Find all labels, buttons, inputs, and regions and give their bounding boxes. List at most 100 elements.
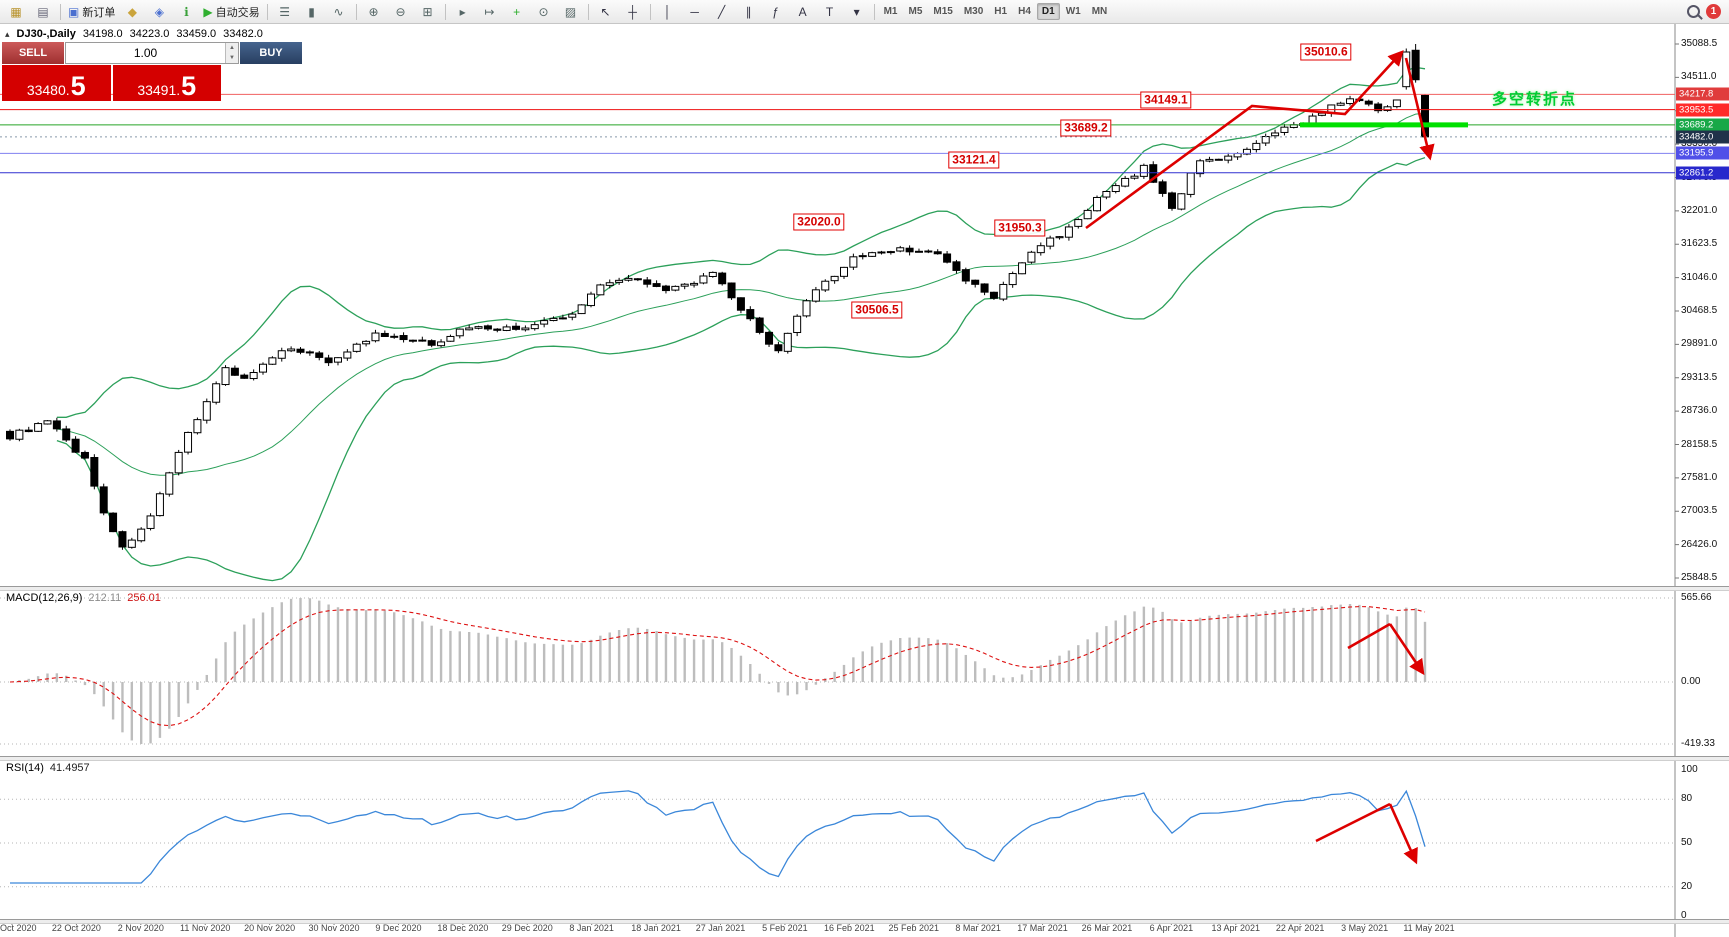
text-icon: A [798,4,807,19]
vertical-line-icon: │ [663,4,672,19]
macd-main-value: 212.11 [88,592,122,604]
main-toolbar: ▦ ▤ ▣ 新订单 ◆ ◈ ℹ ▶ 自动交易 ☰ ▮ ∿ ⊕ ⊖ ⊞ ▸ ↦ + ⊙ ▨ ↖ ┼ │ ─ ╱ ∥ ƒ A T ▾ M1 M5 M… [0,0,1729,24]
zoom-out-button[interactable]: ⊖ [388,1,414,23]
vertical-line-button[interactable]: │ [655,1,681,23]
rsi-panel-splitter[interactable] [0,756,1729,761]
fibonacci-button[interactable]: ƒ [763,1,789,23]
ask-price-display[interactable]: 33491. 5 [112,65,221,101]
one-click-trading-panel: SELL ▲ ▼ BUY 33480.5 33491.5 [2,42,302,101]
equidistant-channel-icon: ∥ [745,4,752,19]
volume-spinner: ▲ ▼ [225,43,238,63]
volume-input[interactable] [66,43,225,63]
turning-point-label[interactable]: 多空转折点 [1492,91,1578,108]
trade-panel-toggle-icon[interactable]: ▴ [5,28,10,39]
new-chart-button[interactable]: ▦ [3,1,29,23]
toolbar-separator [444,3,446,20]
templates-icon: ▨ [564,4,577,19]
templates-button[interactable]: ▨ [558,1,584,23]
chart-shift-button[interactable]: ↦ [477,1,503,23]
timeframe-m5-button[interactable]: M5 [908,6,923,17]
horizontal-level-lines[interactable] [0,93,1675,174]
indicators-button[interactable]: + [504,1,530,23]
macd-signal-value: 256.01 [127,592,161,604]
ask-price-main: 33491. [137,81,181,98]
timeframe-h1-button[interactable]: H1 [994,6,1008,17]
crosshair-button[interactable]: ┼ [620,1,646,23]
sell-button[interactable]: SELL [2,42,64,64]
candlestick-series [6,44,1429,550]
ohlc-low: 33459.0 [176,28,217,40]
macd-indicator-label: MACD(12,26,9) 212.11 256.01 [6,592,161,604]
equidistant-channel-button[interactable]: ∥ [736,1,762,23]
tile-windows-icon: ⊞ [422,4,433,19]
bollinger-bands [56,66,1426,582]
timeframe-h4-button[interactable]: H4 [1018,6,1031,17]
chart-shift-icon: ↦ [484,4,495,19]
macd-panel-splitter[interactable] [0,586,1729,591]
date-axis[interactable] [0,921,1729,937]
tile-windows-button[interactable]: ⊞ [415,1,441,23]
help-icon: ℹ [184,4,189,19]
notification-badge[interactable]: 1 [1706,4,1721,19]
price-callout-label[interactable]: 34149.1 [1140,91,1192,109]
arrows-menu-button[interactable]: ▾ [844,1,870,23]
new-order-button[interactable]: ▣ 新订单 [65,1,118,23]
price-callout-label[interactable]: 32020.0 [793,213,845,231]
trendline-icon: ╱ [717,4,726,19]
bar-chart-icon: ☰ [279,4,290,19]
rsi-trend-arrows[interactable] [1315,802,1418,865]
arrows-menu-icon: ▾ [853,4,860,19]
fibonacci-icon: ƒ [772,4,779,19]
auto-scroll-button[interactable]: ▸ [450,1,476,23]
auto-scroll-icon: ▸ [459,4,466,19]
toolbar-separator [587,3,589,20]
text-label-icon: T [825,4,834,19]
volume-decrease-button[interactable]: ▼ [226,53,238,63]
zoom-in-button[interactable]: ⊕ [361,1,387,23]
help-button[interactable]: ℹ [173,1,199,23]
volume-increase-button[interactable]: ▲ [226,43,238,53]
timeframe-m15-button[interactable]: M15 [933,6,953,17]
toolbar-separator [266,3,268,20]
price-axis[interactable] [1675,24,1729,919]
periods-button[interactable]: ⊙ [531,1,557,23]
toolbar-separator [60,3,61,20]
zoom-out-icon: ⊖ [395,4,406,19]
rsi-line [10,789,1426,884]
macd-histogram [18,598,1427,744]
chart-header: ▴ DJ30-,Daily 34198.0 34223.0 33459.0 33… [5,28,263,40]
timeframe-m30-button[interactable]: M30 [963,6,984,17]
price-callout-label[interactable]: 33689.2 [1060,119,1112,137]
candlestick-chart-button[interactable]: ▮ [299,1,325,23]
price-callout-label[interactable]: 33121.4 [948,151,1000,169]
price-callout-label[interactable]: 30506.5 [851,301,903,319]
price-trend-arrows[interactable] [1085,50,1435,230]
price-callout-label[interactable]: 31950.3 [994,219,1046,237]
cursor-button[interactable]: ↖ [593,1,619,23]
date-axis-splitter [0,919,1729,924]
buy-button[interactable]: BUY [240,42,302,64]
chart-profiles-button[interactable]: ▤ [30,1,56,23]
timeframe-d1-button[interactable]: D1 [1036,3,1060,20]
data-window-button[interactable]: ◈ [146,1,172,23]
search-icon[interactable] [1687,5,1700,18]
text-button[interactable]: A [790,1,816,23]
horizontal-line-button[interactable]: ─ [682,1,708,23]
ohlc-close: 33482.0 [223,28,263,40]
line-chart-button[interactable]: ∿ [326,1,352,23]
trendline-button[interactable]: ╱ [709,1,735,23]
timeframe-w1-button[interactable]: W1 [1065,6,1081,17]
timeframe-mn-button[interactable]: MN [1091,6,1108,17]
text-label-button[interactable]: T [817,1,843,23]
price-callout-label[interactable]: 35010.6 [1300,43,1352,61]
macd-trend-arrows[interactable] [1347,622,1425,676]
rsi-name: RSI(14) [6,762,44,774]
bid-price-display[interactable]: 33480. 5 [2,65,111,101]
timeframe-m1-button[interactable]: M1 [883,6,898,17]
bar-chart-button[interactable]: ☰ [272,1,298,23]
market-watch-button[interactable]: ◆ [119,1,145,23]
cursor-icon: ↖ [600,4,611,19]
toolbar-separator [649,3,651,20]
autotrading-button[interactable]: ▶ 自动交易 [200,1,262,23]
